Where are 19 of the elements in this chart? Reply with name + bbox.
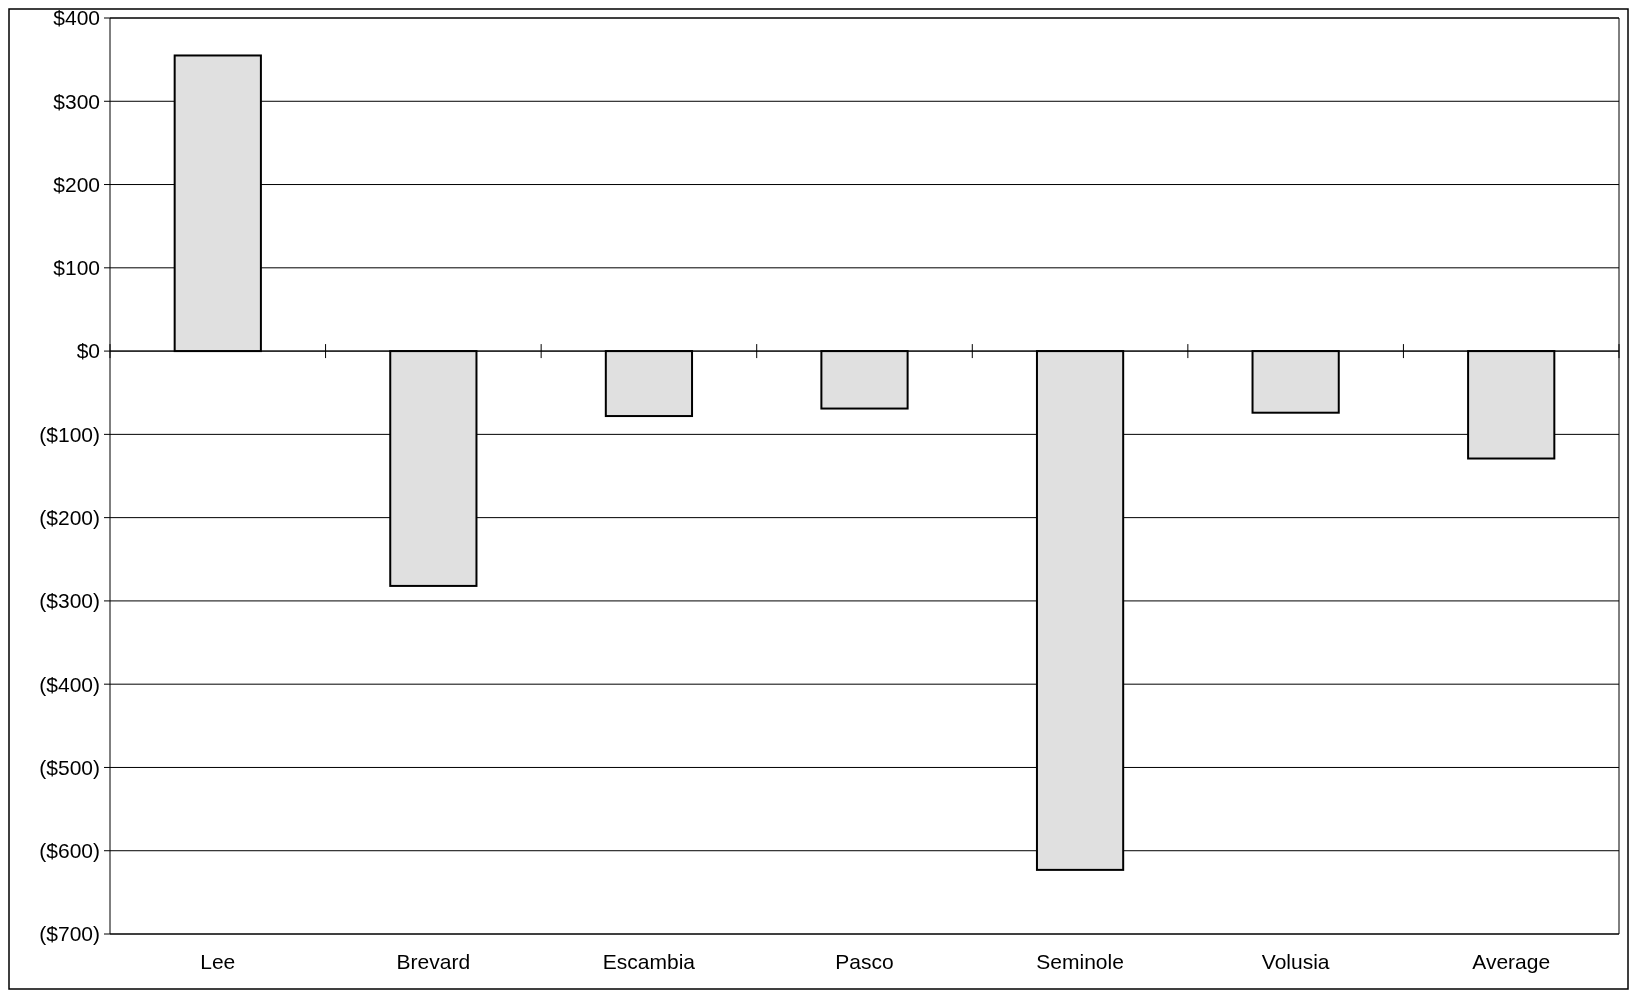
y-tick-label: ($700) bbox=[39, 922, 100, 946]
x-tick-label: Seminole bbox=[1036, 950, 1124, 973]
y-tick-label: ($400) bbox=[39, 672, 100, 696]
x-tick-label: Average bbox=[1472, 950, 1551, 973]
y-tick-label: $0 bbox=[76, 339, 100, 363]
y-tick-label: ($300) bbox=[39, 589, 100, 613]
x-tick-label: Lee bbox=[200, 950, 236, 973]
y-tick-label: $100 bbox=[53, 256, 100, 280]
y-tick-label: $400 bbox=[53, 6, 100, 30]
y-tick-label: ($500) bbox=[39, 755, 100, 779]
y-tick-label: $200 bbox=[53, 172, 100, 196]
x-tick-label: Pasco bbox=[835, 950, 894, 973]
y-tick-label: $300 bbox=[53, 89, 100, 113]
y-tick-label: ($100) bbox=[39, 422, 100, 446]
x-tick-label: Volusia bbox=[1261, 950, 1330, 973]
x-tick-label: Brevard bbox=[396, 950, 471, 973]
y-tick-label: ($600) bbox=[39, 839, 100, 863]
y-tick-label: ($200) bbox=[39, 505, 100, 529]
x-tick-label: Escambia bbox=[602, 950, 696, 973]
